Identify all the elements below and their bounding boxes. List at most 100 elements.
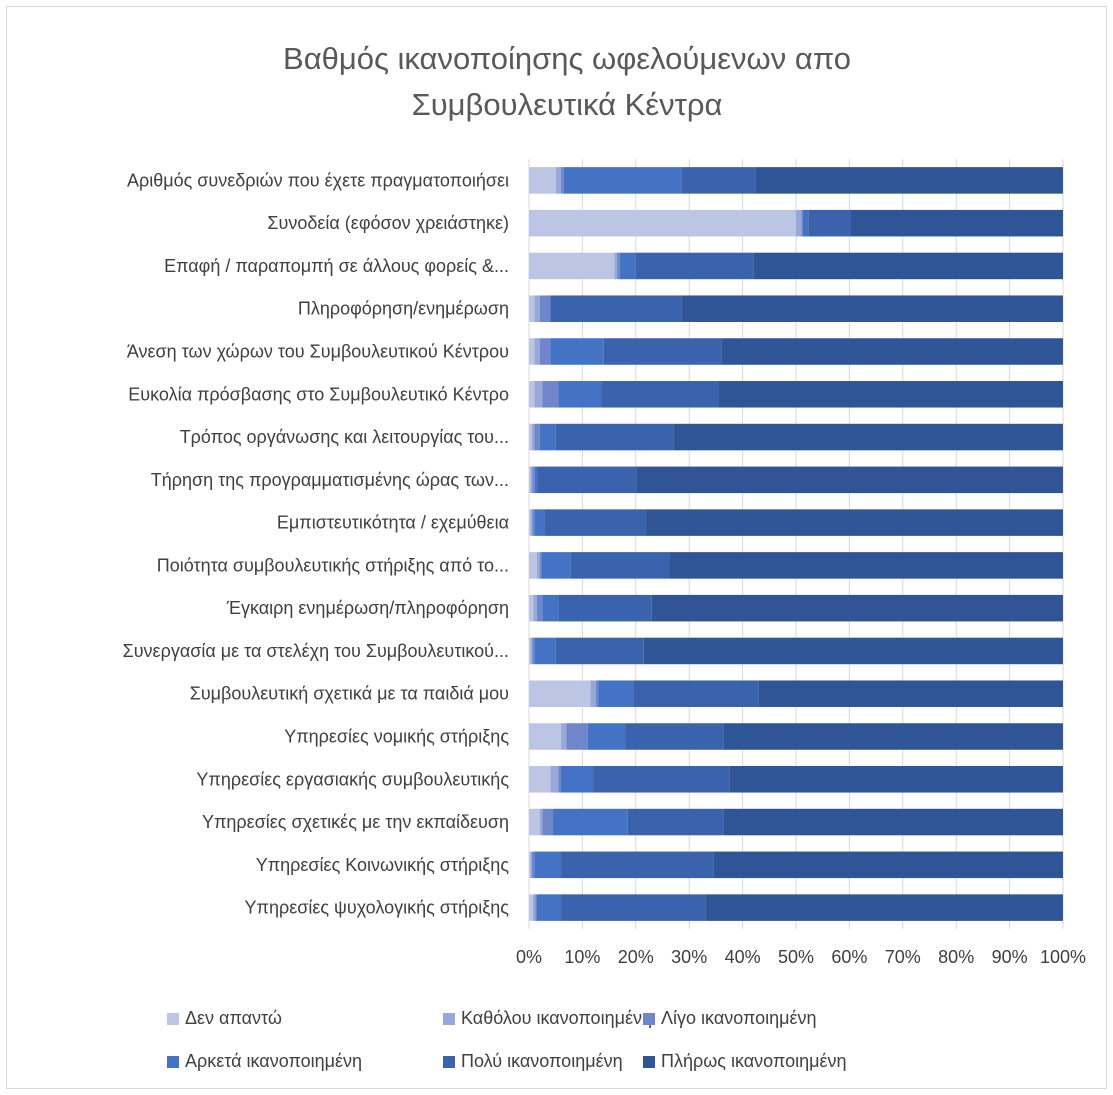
bar-segment — [534, 338, 539, 365]
legend-label: Δεν απαντώ — [185, 1008, 282, 1028]
bar-segment — [529, 894, 533, 921]
bar-segment — [556, 424, 673, 451]
bar-segment — [529, 723, 561, 750]
bar-segment — [540, 552, 542, 579]
bar-segment — [529, 424, 532, 451]
bar-segment — [529, 167, 556, 194]
category-label: Υπηρεσίες σχετικές με την εκπαίδευση — [202, 812, 509, 832]
bar-segment — [601, 381, 718, 408]
category-label: Υπηρεσίες εργασιακής συμβουλευτικής — [196, 769, 509, 789]
bar-segment — [604, 338, 721, 365]
bar-segment — [538, 467, 637, 494]
category-labels: Αριθμός συνεδριών που έχετε πραγματοποιή… — [123, 170, 510, 917]
bar-segment — [529, 210, 796, 237]
bar-segment — [534, 424, 539, 451]
bar-segment — [808, 210, 851, 237]
bar-segment — [550, 295, 681, 322]
bar-segment — [529, 638, 531, 665]
bar-segment — [529, 509, 531, 536]
bar-segment — [564, 167, 681, 194]
bar-segment — [541, 552, 570, 579]
legend-label: Αρκετά ικανοποιημένη — [185, 1051, 362, 1071]
bar-segment — [532, 467, 535, 494]
category-label: Επαφή / παραπομπή σε άλλους φορείς &... — [164, 256, 509, 276]
bar-segment — [590, 680, 595, 707]
chart-title-line-1: Βαθμός ικανοποίησης ωφελούμενων απο — [283, 41, 851, 76]
bar-segment — [529, 766, 550, 793]
bar-segment — [529, 253, 614, 280]
legend-swatch — [443, 1056, 455, 1068]
bar-segment — [529, 295, 534, 322]
bar-segment — [529, 338, 534, 365]
bar-segment — [636, 467, 1063, 494]
bar-segment — [561, 852, 713, 879]
bar-segment — [561, 894, 705, 921]
bar-segment — [724, 809, 1063, 836]
bar-segment — [796, 210, 801, 237]
bar-segment — [561, 167, 564, 194]
bar-segment — [803, 210, 808, 237]
bar-segment — [542, 595, 558, 622]
bar-segment — [558, 595, 651, 622]
x-tick-label: 70% — [885, 947, 921, 967]
bar-segment — [753, 253, 1063, 280]
bar-segment — [588, 723, 625, 750]
bar-segment — [545, 509, 646, 536]
category-label: Ευκολία πρόσβασης στο Συμβουλευτικό Κέντ… — [128, 384, 509, 404]
bar-segment — [534, 381, 542, 408]
x-tick-label: 0% — [516, 947, 542, 967]
bar-segment — [669, 552, 1063, 579]
chart-svg: Βαθμός ικανοποίησης ωφελούμενων απο Συμβ… — [7, 7, 1108, 1090]
bar-segment — [566, 723, 587, 750]
bar-segment — [558, 766, 561, 793]
bar-segment — [540, 338, 551, 365]
bar-segment — [705, 894, 1063, 921]
bar-segment — [614, 253, 617, 280]
bar-segment — [556, 638, 644, 665]
bar-segment — [556, 167, 561, 194]
x-tick-labels: 0% 10% 20% 30% 40% 50% 60% 70% 80% 90% 100% — [516, 947, 1086, 967]
bar-segment — [550, 766, 558, 793]
category-label: Αριθμός συνεδριών που έχετε πραγματοποιή… — [127, 170, 509, 190]
category-label: Τρόπος οργάνωσης και λειτουργίας του... — [180, 427, 509, 447]
x-tick-label: 100% — [1040, 947, 1086, 967]
bar-segment — [529, 552, 537, 579]
x-tick-label: 10% — [564, 947, 600, 967]
bar-segment — [534, 295, 539, 322]
bar-segment — [532, 509, 534, 536]
category-label: Συμβουλευτική σχετικά με τα παιδιά μου — [190, 684, 509, 704]
bar-segment — [561, 766, 593, 793]
bar-segment — [533, 595, 537, 622]
bar-segment — [531, 638, 533, 665]
bar-segment — [561, 723, 566, 750]
bar-segment — [534, 852, 561, 879]
bar-segment — [719, 381, 1063, 408]
category-label: Ποιότητα συμβουλευτικής στήριξης από το.… — [157, 555, 509, 575]
x-tick-label: 30% — [671, 947, 707, 967]
bar-segment — [759, 680, 1063, 707]
bar-segment — [724, 723, 1063, 750]
bar-segment — [531, 852, 532, 879]
bar-segment — [542, 381, 558, 408]
bar-segment — [534, 509, 545, 536]
bar-segment — [729, 766, 1063, 793]
bar-segment — [652, 595, 1063, 622]
category-label: Υπηρεσίες Κοινωνικής στήριξης — [256, 855, 510, 875]
bar-segment — [529, 467, 531, 494]
category-label: Συνοδεία (εφόσον χρειάστηκε) — [267, 213, 509, 233]
category-label: Εμπιστευτικότητα / εχεμύθεια — [277, 513, 509, 533]
bar-segment — [534, 638, 555, 665]
bar-segment — [721, 338, 1063, 365]
bar-segment — [529, 852, 531, 879]
bar-segment — [540, 295, 551, 322]
bar-segment — [532, 638, 534, 665]
legend-swatch — [167, 1013, 179, 1025]
bar-segment — [681, 295, 1063, 322]
bar-segment — [713, 852, 1063, 879]
legend-label: Πολύ ικανοποιημένη — [461, 1051, 623, 1071]
bar-segment — [529, 680, 590, 707]
bar-segment — [636, 253, 753, 280]
x-tick-label: 50% — [778, 947, 814, 967]
bar-segment — [550, 338, 603, 365]
bar-segment — [532, 852, 535, 879]
